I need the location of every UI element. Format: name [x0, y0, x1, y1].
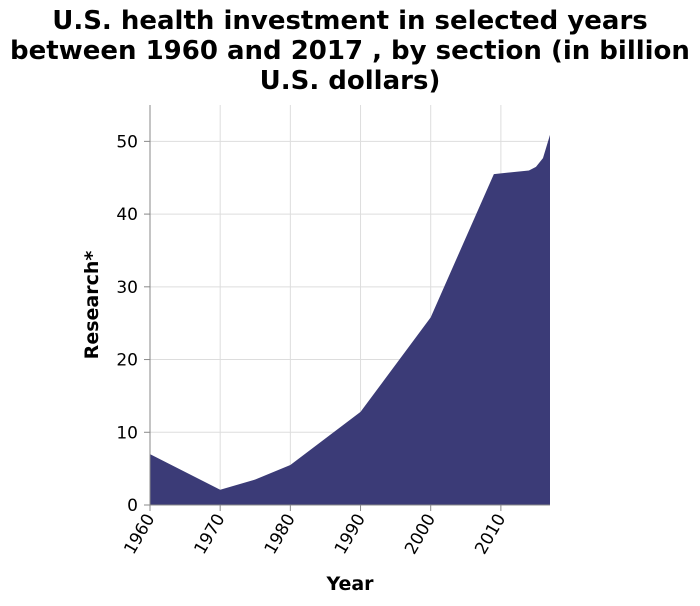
- x-axis-label: Year: [325, 573, 374, 595]
- chart-title-line-3: U.S. dollars): [260, 66, 441, 96]
- x-tick-label-1970: 1970: [191, 511, 230, 558]
- x-tick-label-1980: 1980: [261, 511, 300, 558]
- area-series: [150, 134, 550, 505]
- y-tick-label-50: 50: [116, 132, 138, 152]
- x-axis-ticks: 1960 1970 1980 1990 2000 2010: [120, 505, 510, 558]
- y-tick-label-0: 0: [127, 496, 138, 516]
- x-tick-label-2000: 2000: [401, 511, 440, 558]
- axes: [149, 105, 550, 506]
- y-tick-label-20: 20: [116, 351, 138, 371]
- y-axis-label: Research*: [81, 251, 103, 360]
- y-tick-label-10: 10: [116, 423, 138, 443]
- y-axis-ticks: 0 10 20 30 40 50: [116, 132, 150, 516]
- y-tick-label-30: 30: [116, 278, 138, 298]
- y-tick-label-40: 40: [116, 205, 138, 225]
- chart-title-line-1: U.S. health investment in selected years: [52, 6, 648, 36]
- x-tick-label-1990: 1990: [331, 511, 370, 558]
- chart-title-line-2: between 1960 and 2017 , by section (in b…: [10, 36, 690, 66]
- x-tick-label-2010: 2010: [471, 511, 510, 558]
- x-tick-label-1960: 1960: [120, 511, 159, 558]
